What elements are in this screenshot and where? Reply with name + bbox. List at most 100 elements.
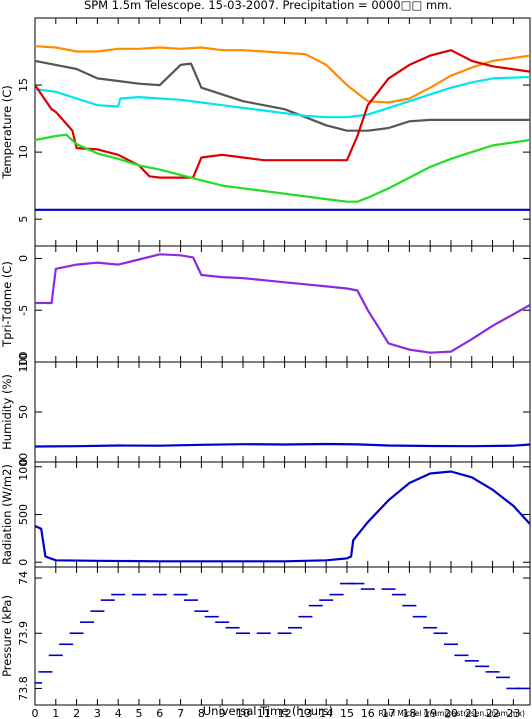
data-point xyxy=(495,676,510,679)
x-tick-label: 23 xyxy=(506,707,520,719)
y-axis-label: Tpri-Tdome (C) xyxy=(0,261,14,348)
y-tick-label: 15 xyxy=(17,78,30,92)
x-tick-label: 7 xyxy=(177,707,184,719)
series-line-2 xyxy=(35,75,530,119)
series-line-0 xyxy=(35,442,530,448)
data-point xyxy=(381,588,396,590)
data-point xyxy=(329,593,344,596)
x-tick-label: 5 xyxy=(135,707,142,719)
series-group xyxy=(35,253,530,354)
series-line-0 xyxy=(35,470,530,563)
x-tick-label: 4 xyxy=(115,707,122,719)
data-point xyxy=(277,632,292,635)
x-tick-label: 15 xyxy=(340,707,354,719)
x-tick-label: 11 xyxy=(257,707,271,719)
data-point xyxy=(308,604,323,607)
data-point xyxy=(287,626,302,629)
x-tick-label: 8 xyxy=(198,707,205,719)
data-point xyxy=(131,593,146,596)
y-tick-label: 0 xyxy=(17,559,30,566)
x-tick-label: 14 xyxy=(319,707,333,719)
x-tick-label: 3 xyxy=(94,707,101,719)
x-tick-label: 18 xyxy=(402,707,416,719)
series-line-1 xyxy=(35,59,530,132)
y-axis-label: Radiation (W/m2) xyxy=(0,464,14,565)
data-point xyxy=(194,610,209,612)
series-line-4 xyxy=(35,133,530,203)
x-tick-label: 22 xyxy=(486,707,500,719)
data-point xyxy=(423,626,438,629)
y-axis-label: Temperature (C) xyxy=(0,85,14,180)
x-tick-label: 12 xyxy=(278,707,292,719)
series-line-0 xyxy=(35,45,530,104)
data-point xyxy=(350,582,365,585)
data-point xyxy=(256,632,271,635)
y-tick-label: 74 xyxy=(17,571,30,585)
data-point xyxy=(516,687,530,690)
x-tick-label: 16 xyxy=(361,707,375,719)
x-axis-label: Universal Time (hours) xyxy=(203,704,334,718)
x-tick-label: 10 xyxy=(236,707,250,719)
data-point xyxy=(215,621,230,623)
x-tick-label: 0 xyxy=(32,707,39,719)
y-tick-label: 10 xyxy=(17,145,30,159)
x-tick-label: 20 xyxy=(444,707,458,719)
data-point xyxy=(506,687,521,690)
x-tick-label: 6 xyxy=(156,707,163,719)
x-tick-label: 17 xyxy=(382,707,396,719)
x-tick-label: 13 xyxy=(298,707,312,719)
data-point xyxy=(79,621,94,623)
y-tick-label: 0 xyxy=(17,255,30,262)
series-group xyxy=(35,442,530,448)
x-tick-label: 21 xyxy=(465,707,479,719)
data-point xyxy=(38,671,53,673)
credit-text: Raul Michel (rmm@astrosen.unam.mx) xyxy=(379,709,526,718)
data-point xyxy=(100,599,115,601)
data-point xyxy=(319,599,334,601)
data-point xyxy=(443,643,458,646)
chart-title: SPM 1.5m Telescope. 15-03-2007. Precipit… xyxy=(84,0,452,12)
data-point xyxy=(412,615,427,618)
data-point xyxy=(152,593,167,596)
data-point xyxy=(298,615,313,618)
y-tick-label: 73.9 xyxy=(17,621,30,646)
series-line-3 xyxy=(35,49,530,179)
data-point xyxy=(48,654,63,657)
y-tick-label: 1000 xyxy=(17,453,30,481)
y-axis-label: Pressure (kPa) xyxy=(0,595,14,677)
y-tick-label: 73.8 xyxy=(17,676,30,701)
x-tick-label: 1 xyxy=(52,707,59,719)
y-tick-label: 100 xyxy=(17,352,30,373)
data-point xyxy=(485,671,500,673)
y-tick-label: 50 xyxy=(17,405,30,419)
series-group xyxy=(35,45,530,211)
series-group xyxy=(35,470,530,563)
y-tick-label: -10 xyxy=(17,353,30,371)
panel-frame xyxy=(34,461,531,568)
data-point xyxy=(454,654,469,657)
panel-frame xyxy=(34,566,531,706)
data-point xyxy=(433,632,448,635)
x-tick-label: 19 xyxy=(423,707,437,719)
data-point xyxy=(391,593,406,596)
y-tick-label: 500 xyxy=(17,504,30,525)
x-tick-label: 2 xyxy=(73,707,80,719)
data-point xyxy=(204,615,219,618)
data-point xyxy=(402,604,417,607)
data-point xyxy=(111,593,126,596)
y-tick-label: 5 xyxy=(17,216,30,223)
data-point xyxy=(235,632,250,635)
data-point xyxy=(59,643,74,646)
data-point xyxy=(90,610,105,612)
y-tick-label: -5 xyxy=(17,305,30,316)
y-tick-label: 0 xyxy=(17,459,30,466)
data-point xyxy=(339,582,354,585)
data-point xyxy=(35,682,42,684)
series-line-0 xyxy=(35,253,530,354)
